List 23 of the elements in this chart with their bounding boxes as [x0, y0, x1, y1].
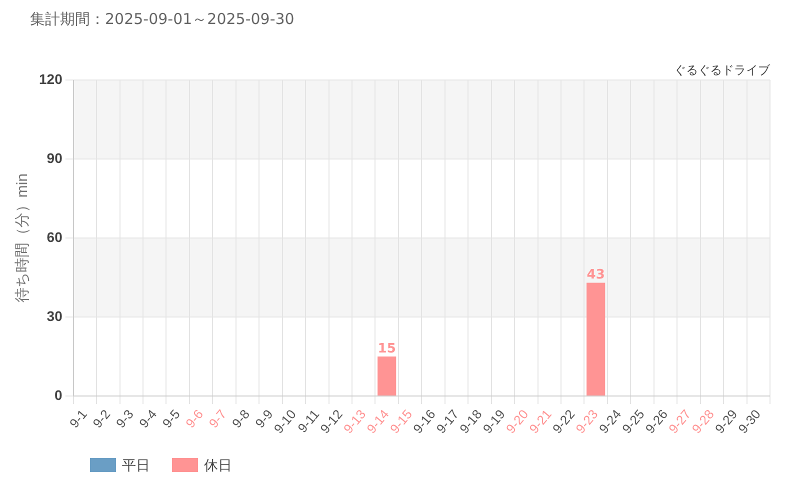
- x-tick-label: 9-2: [90, 406, 114, 431]
- chart-title: 集計期間：2025-09-01～2025-09-30: [30, 10, 294, 29]
- data-label: 15: [378, 341, 396, 356]
- x-tick-label: 9-8: [228, 406, 253, 431]
- x-tick-label: 9-21: [526, 406, 554, 436]
- y-tick-label: 30: [46, 308, 63, 324]
- y-axis-title: 待ち時間（分）min: [14, 173, 32, 303]
- x-tick-label: 9-3: [112, 406, 136, 431]
- y-tick-label: 60: [46, 228, 63, 245]
- data-label: 43: [586, 268, 605, 283]
- x-tick-label: 9-11: [294, 406, 322, 436]
- y-tick-label: 120: [39, 70, 63, 87]
- x-tick-label: 9-7: [206, 406, 230, 431]
- y-tick-label: 0: [54, 386, 63, 403]
- text: ぐるぐるドライブ: [674, 63, 771, 78]
- legend-label: 休日: [203, 457, 232, 475]
- x-tick-label: 9-6: [182, 406, 206, 431]
- x-tick-label: 9-1: [66, 406, 90, 431]
- x-tick-label: 9-9: [252, 406, 276, 431]
- x-tick-label: 9-5: [159, 406, 183, 431]
- legend-label: 平日: [121, 457, 150, 475]
- x-tick-label: 9-4: [136, 406, 160, 431]
- y-tick-label: 90: [46, 150, 63, 166]
